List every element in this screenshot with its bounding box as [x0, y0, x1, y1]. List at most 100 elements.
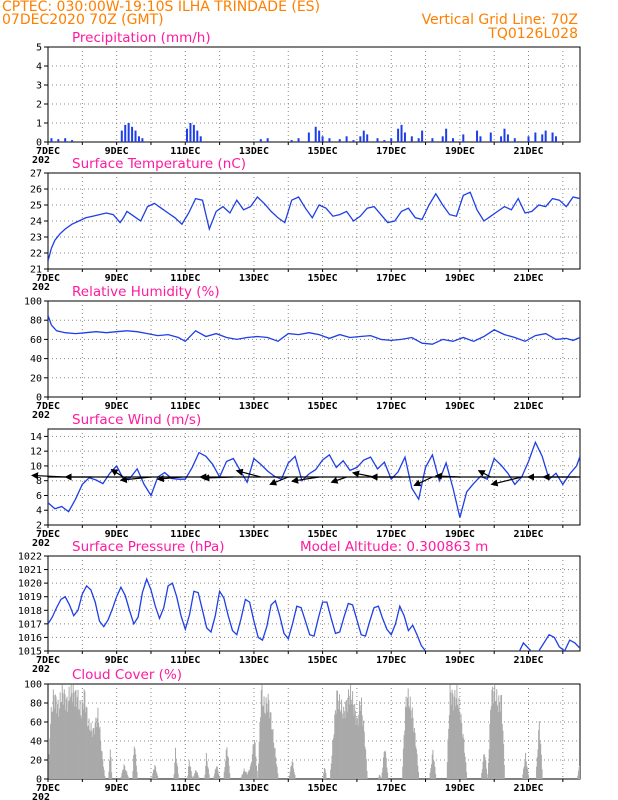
cloud-bar	[275, 757, 277, 779]
cloud-bar	[536, 766, 538, 779]
wind-ytick-label: 8	[36, 476, 42, 487]
cloud-bar	[349, 695, 351, 779]
precip-bar	[417, 138, 420, 142]
pressure-xtick-label: 21DEC	[513, 655, 543, 666]
pressure-panel: 1015 1016 1017 1018 1019 1020 1021 1022 7DEC 9DEC…	[18, 539, 581, 675]
precip-xtick-label: 15DEC	[308, 146, 338, 157]
cloud-bar	[84, 691, 86, 779]
cloud-bar	[383, 752, 385, 779]
cloud-bar	[489, 723, 491, 779]
cloud-bar	[153, 769, 155, 779]
cloud-bar	[58, 716, 60, 779]
precip-bar	[259, 139, 262, 142]
cloud-bar	[522, 774, 524, 779]
cloud-bar	[66, 696, 68, 779]
precip-bar	[534, 132, 537, 142]
cloud-bar	[190, 766, 192, 779]
precip-bar	[503, 128, 506, 142]
cloud-bar	[260, 717, 262, 779]
cloud-bar	[266, 703, 268, 779]
cloud-bar	[78, 709, 80, 779]
precip-bar	[452, 138, 455, 142]
cloud-bar	[412, 717, 414, 779]
cloud-bar	[252, 744, 254, 779]
cloud-bar	[58, 708, 60, 779]
cloud-bar	[246, 773, 248, 779]
precip-bar	[513, 138, 516, 142]
precip-bar	[441, 136, 444, 142]
cloud-bar	[523, 768, 525, 779]
cloud-bar	[156, 773, 158, 779]
cloud-bar	[323, 767, 325, 779]
cloud-bar	[502, 730, 504, 779]
cloud-bar	[124, 770, 126, 779]
cloud-bar	[154, 765, 156, 779]
cloud-bar	[450, 704, 452, 779]
cloud-bar	[251, 754, 253, 779]
cloud-bar	[527, 774, 529, 779]
cloud-bar	[152, 773, 154, 779]
cloud-bar	[339, 711, 341, 779]
cloud-bar	[538, 721, 540, 779]
cloud-bar	[496, 705, 498, 779]
cloud-bar	[96, 718, 98, 779]
cloud-bar	[365, 749, 367, 779]
cloud-bar	[490, 710, 492, 779]
cloud-bar	[339, 694, 341, 779]
cloud-bar	[196, 772, 198, 779]
cloud-bar	[503, 744, 505, 779]
cloud-bar	[417, 765, 419, 779]
cloud-bar	[135, 754, 137, 779]
precip-bar	[421, 130, 424, 142]
cloud-bar	[61, 684, 63, 779]
cloud-bar	[431, 754, 433, 779]
precip-bar	[397, 128, 400, 142]
cloud-bar	[255, 765, 257, 779]
cloud-bar	[78, 709, 80, 779]
cloud-bar	[411, 707, 413, 779]
pressure-ytick-label: 1018	[18, 606, 42, 617]
cloud-bar	[433, 761, 435, 779]
cloud-bar	[483, 754, 485, 779]
rh-xtick-label: 7DEC	[36, 401, 60, 412]
cloud-bar	[110, 757, 112, 779]
cloud-bar	[225, 749, 227, 779]
cloud-xtick-label: 17DEC	[376, 783, 406, 794]
cloud-bar	[273, 742, 275, 779]
cloud-bar	[226, 747, 228, 779]
cloud-bar	[448, 728, 450, 779]
cloud-bar	[458, 697, 460, 779]
cloud-bar	[126, 774, 128, 779]
cloud-bar	[343, 711, 345, 779]
cloud-bar	[206, 761, 208, 779]
cloud-bar	[365, 759, 367, 779]
cloud-bar	[128, 777, 130, 779]
cloud-bar	[407, 688, 409, 779]
temp-xtick-label: 21DEC	[513, 273, 543, 284]
precip-xtick-year: 202	[32, 155, 50, 166]
cloud-bar	[435, 774, 437, 779]
cloud-bar	[457, 704, 459, 779]
cloud-xtick-label: 7DEC	[36, 783, 60, 794]
cloud-bar	[413, 727, 415, 779]
cloud-bar	[415, 749, 417, 779]
cloud-bar	[384, 750, 386, 779]
cloud-bar	[364, 746, 366, 779]
temp-ytick-label: 21	[30, 265, 42, 276]
cloud-bar	[264, 712, 266, 779]
wind-vector-arrow	[351, 470, 375, 478]
pressure-xtick-label: 13DEC	[239, 655, 269, 666]
pressure-annotation: Model Altitude: 0.300863 m	[300, 539, 488, 555]
pressure-ytick-label: 1021	[18, 565, 42, 576]
precip-bar	[345, 136, 348, 142]
cloud-bar	[227, 757, 229, 779]
cloud-bar	[207, 768, 209, 779]
precip-bar	[410, 136, 413, 142]
cloud-xtick-year: 202	[32, 792, 50, 800]
cloud-bar	[123, 764, 125, 779]
cloud-bar	[108, 771, 110, 779]
wind-vector-arrow	[434, 472, 460, 480]
wind-ytick-label: 2	[36, 521, 42, 532]
cloud-bar	[433, 759, 435, 779]
